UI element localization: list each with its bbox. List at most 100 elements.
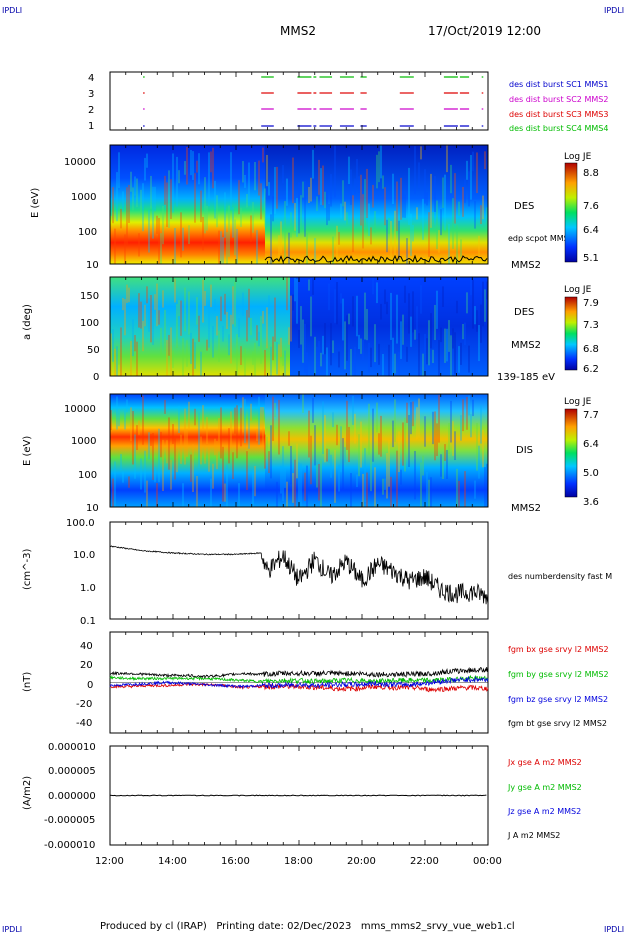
spectrogram-cell	[278, 344, 280, 376]
spectrogram-cell	[458, 346, 460, 373]
spectrogram-cell	[218, 230, 220, 264]
spectrogram-cell	[352, 395, 354, 425]
spectrogram-cell	[382, 354, 384, 376]
spectrogram-cell	[314, 238, 316, 264]
spectrogram-cell	[340, 426, 342, 473]
fgm-bx-label: fgm bx gse srvy l2 MMS2	[508, 645, 609, 654]
spectrogram-cell	[244, 174, 246, 188]
spectrogram-cell	[418, 333, 420, 376]
spectrogram-cell	[206, 339, 208, 351]
density-frame	[109, 521, 489, 620]
spectrogram-cell	[152, 432, 154, 480]
spectrogram-cell	[186, 429, 188, 457]
spectrogram-cell	[458, 480, 460, 507]
spectrogram-cell	[156, 215, 158, 234]
spectrogram-cell	[186, 340, 188, 367]
spectrogram-cell	[228, 205, 230, 257]
spectrogram-cell	[374, 467, 376, 507]
spectrogram-cell	[262, 407, 264, 448]
spectrogram-cell	[282, 446, 284, 501]
spectrogram-cell	[432, 411, 434, 445]
spectrogram-cell	[398, 431, 400, 472]
spectrogram-cell	[422, 353, 424, 376]
spectrogram-cell	[312, 149, 314, 179]
spectrogram-cell	[390, 476, 392, 507]
spectrogram-cell	[238, 318, 240, 338]
spectrogram-cell	[338, 351, 340, 368]
spectrogram-cell	[210, 478, 212, 507]
spectrogram-cell	[270, 425, 272, 479]
spectrogram-cell	[386, 219, 388, 253]
spectrogram-cell	[166, 182, 168, 228]
spectrogram-cell	[216, 316, 218, 336]
spectrogram-cell	[150, 295, 152, 343]
spectrogram-cell	[414, 450, 416, 500]
spectrogram-cell	[304, 472, 306, 501]
spectrogram-cell	[116, 172, 118, 222]
spectrogram-cell	[292, 473, 294, 503]
spectrogram-cell	[316, 464, 318, 488]
spectrogram-cell	[356, 474, 358, 488]
spectrogram-cell	[308, 279, 310, 291]
burst-legend-mms1: des dist burst SC1 MMS1	[509, 80, 608, 89]
spectrogram-cell	[358, 434, 360, 477]
spectrogram-cell	[258, 160, 260, 196]
spectrogram-cell	[124, 299, 126, 336]
des-pitch-bg	[110, 277, 290, 376]
spectrogram-cell	[370, 460, 372, 492]
dis-energy-ylabel: E (eV)	[22, 436, 33, 466]
spectrogram-cell	[410, 402, 412, 435]
colorbar-title: Log JE	[564, 152, 592, 162]
spectrogram-cell	[408, 167, 410, 225]
spectrogram-cell	[476, 152, 478, 194]
spectrogram-cell	[360, 421, 362, 468]
spectrogram-cell	[302, 394, 304, 413]
spectrogram-cell	[136, 425, 138, 450]
spectrogram-cell	[228, 334, 230, 356]
spectrogram-cell	[220, 296, 222, 322]
spectrogram-cell	[474, 306, 476, 325]
spectrogram-cell	[360, 338, 362, 354]
burst-intervals	[143, 76, 484, 127]
burst-legend-mms4: des dist burst SC4 MMS4	[509, 124, 608, 133]
des-pitch-label: DES	[514, 307, 534, 318]
spectrogram-cell	[386, 453, 388, 499]
spectrogram-cell	[256, 428, 258, 442]
spectrogram-cell	[176, 449, 178, 473]
spectrogram-cell	[158, 428, 160, 483]
spectrogram-cell	[276, 166, 278, 209]
spectrogram-cell	[212, 463, 214, 489]
spectrogram-cell	[464, 179, 466, 204]
spectrogram-cell	[408, 293, 410, 334]
spectrogram-cell	[294, 459, 296, 507]
j-label: J A m2 MMS2	[507, 831, 560, 840]
spectrogram-cell	[128, 476, 130, 488]
spectrogram-cell	[342, 298, 344, 341]
spectrogram-cell	[406, 402, 408, 423]
colorbar	[564, 162, 578, 263]
colorbar-title: Log JE	[564, 397, 592, 407]
spectrogram-cell	[232, 207, 234, 238]
spectrogram-cell	[378, 151, 380, 183]
spectrogram-cell	[332, 412, 334, 428]
spectrogram-cell	[466, 397, 468, 430]
spectrogram-cell	[352, 296, 354, 327]
spectrogram-cell	[112, 329, 114, 362]
spectrogram-cell	[276, 481, 278, 507]
spectrogram-cell	[252, 351, 254, 365]
spectrogram-cell	[188, 401, 190, 429]
spectrogram-cell	[332, 236, 334, 264]
spectrogram-cell	[296, 197, 298, 237]
spectrogram-cell	[348, 156, 350, 185]
spectrogram-cell	[208, 445, 210, 472]
spectrogram-cell	[292, 157, 294, 204]
spectrogram-cell	[142, 395, 144, 445]
spectrogram-cell	[294, 277, 296, 302]
spectrogram-cell	[240, 346, 242, 365]
fgm-series-line	[110, 682, 489, 693]
spectrogram-cell	[220, 407, 222, 459]
spectrogram-cell	[482, 195, 484, 220]
spectrogram-cell	[264, 188, 266, 227]
fgm-series-line	[109, 675, 489, 690]
spectrogram-cell	[328, 203, 330, 221]
